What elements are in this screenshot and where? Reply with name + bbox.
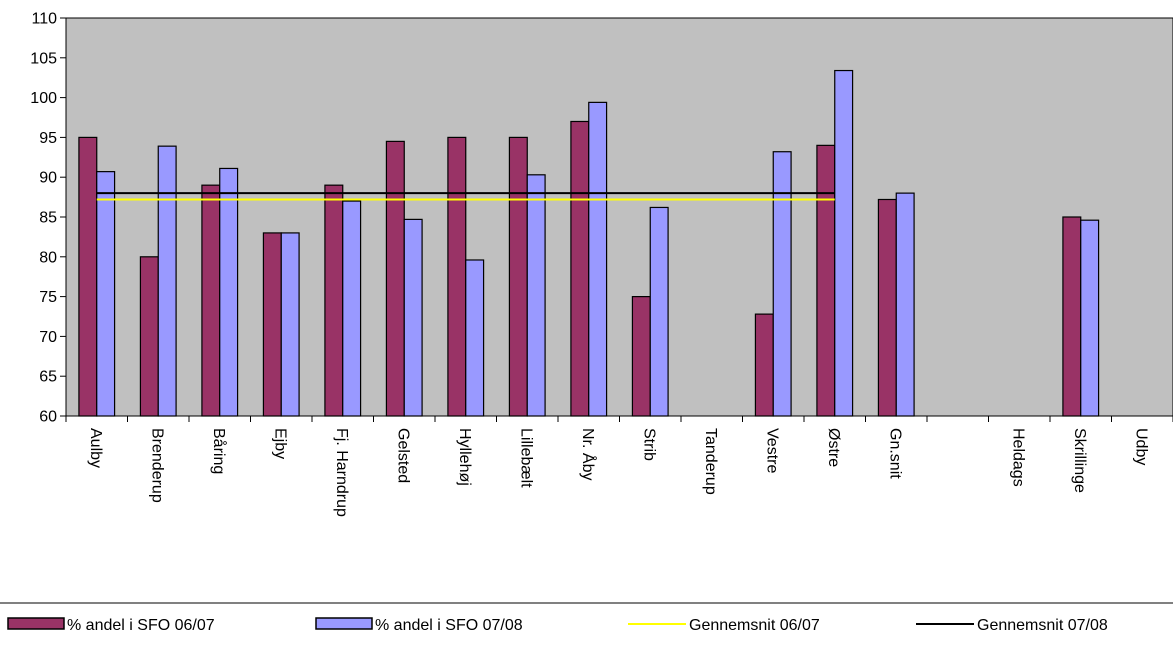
- bar-series-1: [631, 296, 651, 417]
- legend-label-4: Gennemsnit 07/08: [977, 617, 1108, 634]
- bars: [78, 69, 1100, 417]
- x-category-label: Hyllehøj: [456, 428, 473, 486]
- bar-series-2: [772, 151, 792, 417]
- bar-series-1: [754, 313, 774, 417]
- x-category-label: Tanderup: [702, 428, 719, 495]
- y-tick-label: 65: [39, 369, 57, 386]
- y-tick-label: 110: [31, 11, 57, 28]
- bar-series-2: [649, 206, 669, 417]
- y-tick-label: 85: [39, 210, 57, 227]
- bar-series-1: [1062, 216, 1082, 417]
- y-tick-label: 75: [39, 289, 57, 306]
- bar-series-2: [526, 174, 546, 417]
- bar-series-1: [877, 198, 897, 417]
- x-category-label: Aulby: [87, 428, 104, 468]
- legend-swatch-1: [7, 617, 65, 630]
- x-category-label: Vestre: [763, 428, 780, 473]
- x-axis: Aulby Brenderup Båring Ejby Fj. Harndrup Gels…: [65, 416, 1173, 517]
- bar-series-1: [78, 136, 98, 417]
- bar-series-1: [508, 136, 528, 417]
- bar-series-1: [385, 140, 405, 417]
- x-category-label: Heldags: [1009, 428, 1026, 487]
- x-category-label: Fj. Harndrup: [333, 428, 350, 517]
- y-tick-label: 105: [30, 50, 57, 67]
- y-tick-label: 80: [39, 249, 57, 266]
- bar-series-2: [157, 145, 177, 417]
- bar-series-1: [570, 120, 590, 417]
- bar-series-2: [834, 69, 854, 417]
- legend-swatch-2: [315, 617, 373, 630]
- x-category-label: Ejby: [271, 428, 288, 459]
- x-category-label: Skrillinge: [1071, 428, 1088, 493]
- bar-series-2: [219, 167, 239, 417]
- plot-area: [65, 17, 1173, 417]
- bar-series-1: [816, 144, 836, 417]
- bar-series-2: [403, 218, 423, 417]
- bar-series-1: [324, 184, 344, 417]
- bar-series-1: [139, 256, 159, 417]
- bar-series-2: [1080, 219, 1100, 417]
- y-axis: 60 65 70 75 80 85 90 95 100 105 110: [30, 11, 66, 426]
- legend-label-1: % andel i SFO 06/07: [67, 617, 215, 634]
- average-lines: [96, 192, 835, 201]
- bar-series-2: [465, 259, 485, 417]
- legend-label-3: Gennemsnit 06/07: [689, 617, 820, 634]
- y-tick-label: 100: [30, 90, 57, 107]
- x-category-label: Brenderup: [148, 428, 165, 503]
- y-tick-label: 60: [39, 409, 57, 426]
- bar-series-2: [588, 101, 608, 417]
- x-category-label: Båring: [210, 428, 228, 474]
- bar-series-2: [96, 171, 116, 417]
- legend: % andel i SFO 06/07 % andel i SFO 07/08 Ge…: [7, 617, 1108, 634]
- legend-label-2: % andel i SFO 07/08: [375, 617, 523, 634]
- bar-series-1: [201, 184, 221, 417]
- bar-series-2: [895, 192, 915, 417]
- x-category-label: Udby: [1132, 428, 1149, 465]
- y-tick-label: 70: [39, 329, 57, 346]
- y-tick-label: 95: [39, 130, 57, 147]
- y-tick-label: 90: [39, 170, 57, 187]
- bar-series-1: [262, 232, 282, 417]
- bar-series-1: [447, 136, 467, 417]
- bar-series-2: [280, 232, 300, 417]
- x-category-label: Gelsted: [394, 428, 411, 483]
- x-category-label: Østre: [825, 428, 842, 467]
- bar-series-2: [342, 200, 362, 417]
- x-category-label: Nr. Åby: [579, 428, 598, 480]
- x-category-label: Lillebælt: [517, 428, 534, 488]
- x-category-label: Gn.snit: [886, 428, 903, 479]
- x-category-label: Strib: [640, 428, 657, 461]
